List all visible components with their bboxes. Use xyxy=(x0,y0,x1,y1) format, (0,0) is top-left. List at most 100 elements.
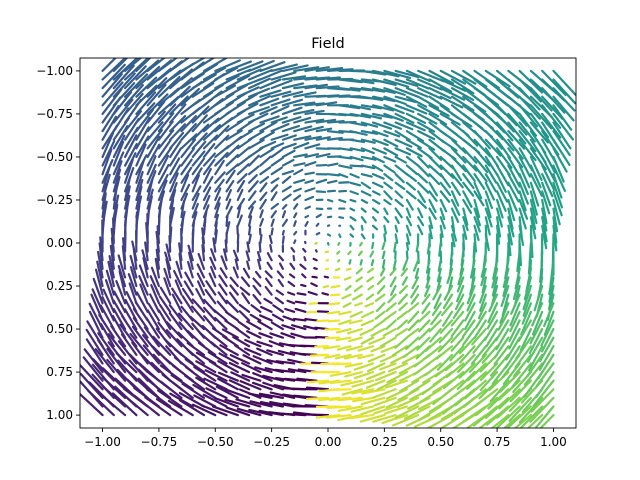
field-arrow xyxy=(394,69,420,79)
field-arrow xyxy=(184,374,206,391)
y-tick-label: 0.25 xyxy=(46,279,73,293)
field-arrow xyxy=(254,366,273,374)
field-arrow xyxy=(304,66,330,73)
field-arrow xyxy=(247,180,259,193)
field-arrow xyxy=(157,120,174,141)
field-arrow xyxy=(202,393,228,408)
field-arrow xyxy=(301,413,330,417)
field-arrow xyxy=(442,293,454,310)
x-tick-label: 0.75 xyxy=(484,435,511,449)
field-arrow xyxy=(96,250,104,279)
field-arrow xyxy=(315,222,320,227)
field-arrow xyxy=(259,175,270,184)
field-arrow xyxy=(360,181,372,190)
field-arrow xyxy=(338,216,345,219)
field-arrow xyxy=(101,81,124,107)
field-arrow xyxy=(315,413,341,419)
field-arrow xyxy=(157,146,173,167)
field-arrow xyxy=(518,78,543,103)
field-arrow xyxy=(225,74,251,90)
field-arrow xyxy=(175,260,183,279)
field-arrow xyxy=(518,138,537,162)
field-arrow xyxy=(394,130,411,142)
field-arrow xyxy=(405,224,412,237)
field-arrow xyxy=(304,109,325,116)
field-arrow xyxy=(94,348,115,374)
field-arrow xyxy=(489,379,510,403)
field-arrow xyxy=(360,147,375,155)
field-arrow xyxy=(132,316,149,339)
field-arrow xyxy=(335,336,352,342)
field-arrow xyxy=(157,112,175,133)
field-arrow xyxy=(342,302,352,308)
field-arrow xyxy=(268,339,285,348)
field-arrow xyxy=(500,284,510,307)
field-arrow xyxy=(304,118,325,124)
field-arrow xyxy=(290,246,296,253)
field-arrow xyxy=(439,198,448,213)
field-arrow xyxy=(338,173,349,179)
field-arrow xyxy=(349,310,363,318)
field-arrow xyxy=(469,276,476,296)
field-arrow xyxy=(472,336,487,354)
field-arrow xyxy=(246,241,251,253)
field-arrow xyxy=(552,181,564,209)
field-arrow xyxy=(383,190,393,201)
field-arrow xyxy=(247,165,260,176)
field-arrow xyxy=(405,147,423,158)
field-arrow xyxy=(281,98,304,107)
field-arrow xyxy=(234,344,251,356)
field-arrow xyxy=(330,284,341,289)
field-arrow xyxy=(107,333,127,356)
field-arrow xyxy=(526,353,544,378)
field-arrow xyxy=(360,104,383,110)
field-arrow xyxy=(462,155,478,172)
field-arrow xyxy=(281,149,296,159)
field-arrow xyxy=(405,241,410,251)
field-arrow xyxy=(405,198,414,211)
field-arrow xyxy=(349,78,375,85)
field-arrow xyxy=(304,125,324,133)
field-arrow xyxy=(529,396,555,423)
field-arrow xyxy=(293,230,298,236)
field-arrow xyxy=(236,179,246,193)
field-arrow xyxy=(418,327,431,341)
field-arrow xyxy=(450,155,467,173)
field-arrow xyxy=(541,327,555,353)
field-arrow xyxy=(394,327,409,338)
field-arrow xyxy=(383,104,405,115)
field-arrow xyxy=(543,310,555,336)
field-arrow xyxy=(157,309,172,331)
field-arrow xyxy=(439,224,444,238)
field-arrow xyxy=(281,134,297,141)
field-arrow xyxy=(335,327,352,334)
field-arrow xyxy=(336,250,341,255)
field-arrow xyxy=(394,198,404,208)
field-arrow xyxy=(359,413,386,423)
field-arrow xyxy=(326,405,352,410)
field-arrow xyxy=(259,209,264,219)
field-arrow xyxy=(519,405,544,428)
field-arrow xyxy=(374,310,386,320)
field-arrow xyxy=(247,174,258,184)
field-arrow xyxy=(347,250,352,256)
field-arrow xyxy=(169,157,181,176)
field-arrow xyxy=(150,266,161,288)
field-arrow xyxy=(252,277,262,288)
field-arrow xyxy=(310,353,330,357)
field-arrow xyxy=(507,112,528,136)
field-arrow xyxy=(316,319,330,323)
field-arrow xyxy=(405,78,430,90)
field-arrow xyxy=(191,403,217,417)
field-arrow xyxy=(214,171,226,184)
field-arrow xyxy=(106,358,127,382)
field-arrow xyxy=(270,227,274,236)
field-arrow xyxy=(529,319,544,345)
field-arrow xyxy=(426,267,431,281)
field-arrow xyxy=(299,263,307,270)
field-arrow xyxy=(208,360,228,374)
field-arrow xyxy=(396,319,409,330)
field-arrow xyxy=(417,224,424,236)
field-arrow xyxy=(337,259,341,263)
field-arrow xyxy=(211,334,228,348)
